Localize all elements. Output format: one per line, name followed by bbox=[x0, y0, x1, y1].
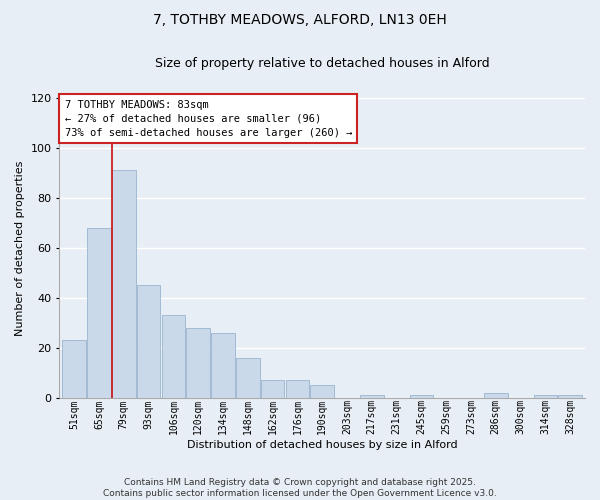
Bar bbox=[112, 170, 136, 398]
Bar bbox=[87, 228, 111, 398]
Bar bbox=[161, 316, 185, 398]
Bar bbox=[533, 396, 557, 398]
Bar bbox=[137, 286, 160, 398]
Text: Contains HM Land Registry data © Crown copyright and database right 2025.
Contai: Contains HM Land Registry data © Crown c… bbox=[103, 478, 497, 498]
Bar bbox=[310, 386, 334, 398]
Text: 7, TOTHBY MEADOWS, ALFORD, LN13 0EH: 7, TOTHBY MEADOWS, ALFORD, LN13 0EH bbox=[153, 12, 447, 26]
Bar bbox=[236, 358, 260, 398]
Bar bbox=[211, 333, 235, 398]
Bar bbox=[286, 380, 309, 398]
Bar bbox=[360, 396, 383, 398]
Text: 7 TOTHBY MEADOWS: 83sqm
← 27% of detached houses are smaller (96)
73% of semi-de: 7 TOTHBY MEADOWS: 83sqm ← 27% of detache… bbox=[65, 100, 352, 138]
Bar bbox=[187, 328, 210, 398]
Bar bbox=[484, 393, 508, 398]
Bar bbox=[261, 380, 284, 398]
Bar bbox=[559, 396, 582, 398]
Title: Size of property relative to detached houses in Alford: Size of property relative to detached ho… bbox=[155, 58, 490, 70]
Y-axis label: Number of detached properties: Number of detached properties bbox=[15, 160, 25, 336]
Bar bbox=[410, 396, 433, 398]
X-axis label: Distribution of detached houses by size in Alford: Distribution of detached houses by size … bbox=[187, 440, 457, 450]
Bar bbox=[62, 340, 86, 398]
